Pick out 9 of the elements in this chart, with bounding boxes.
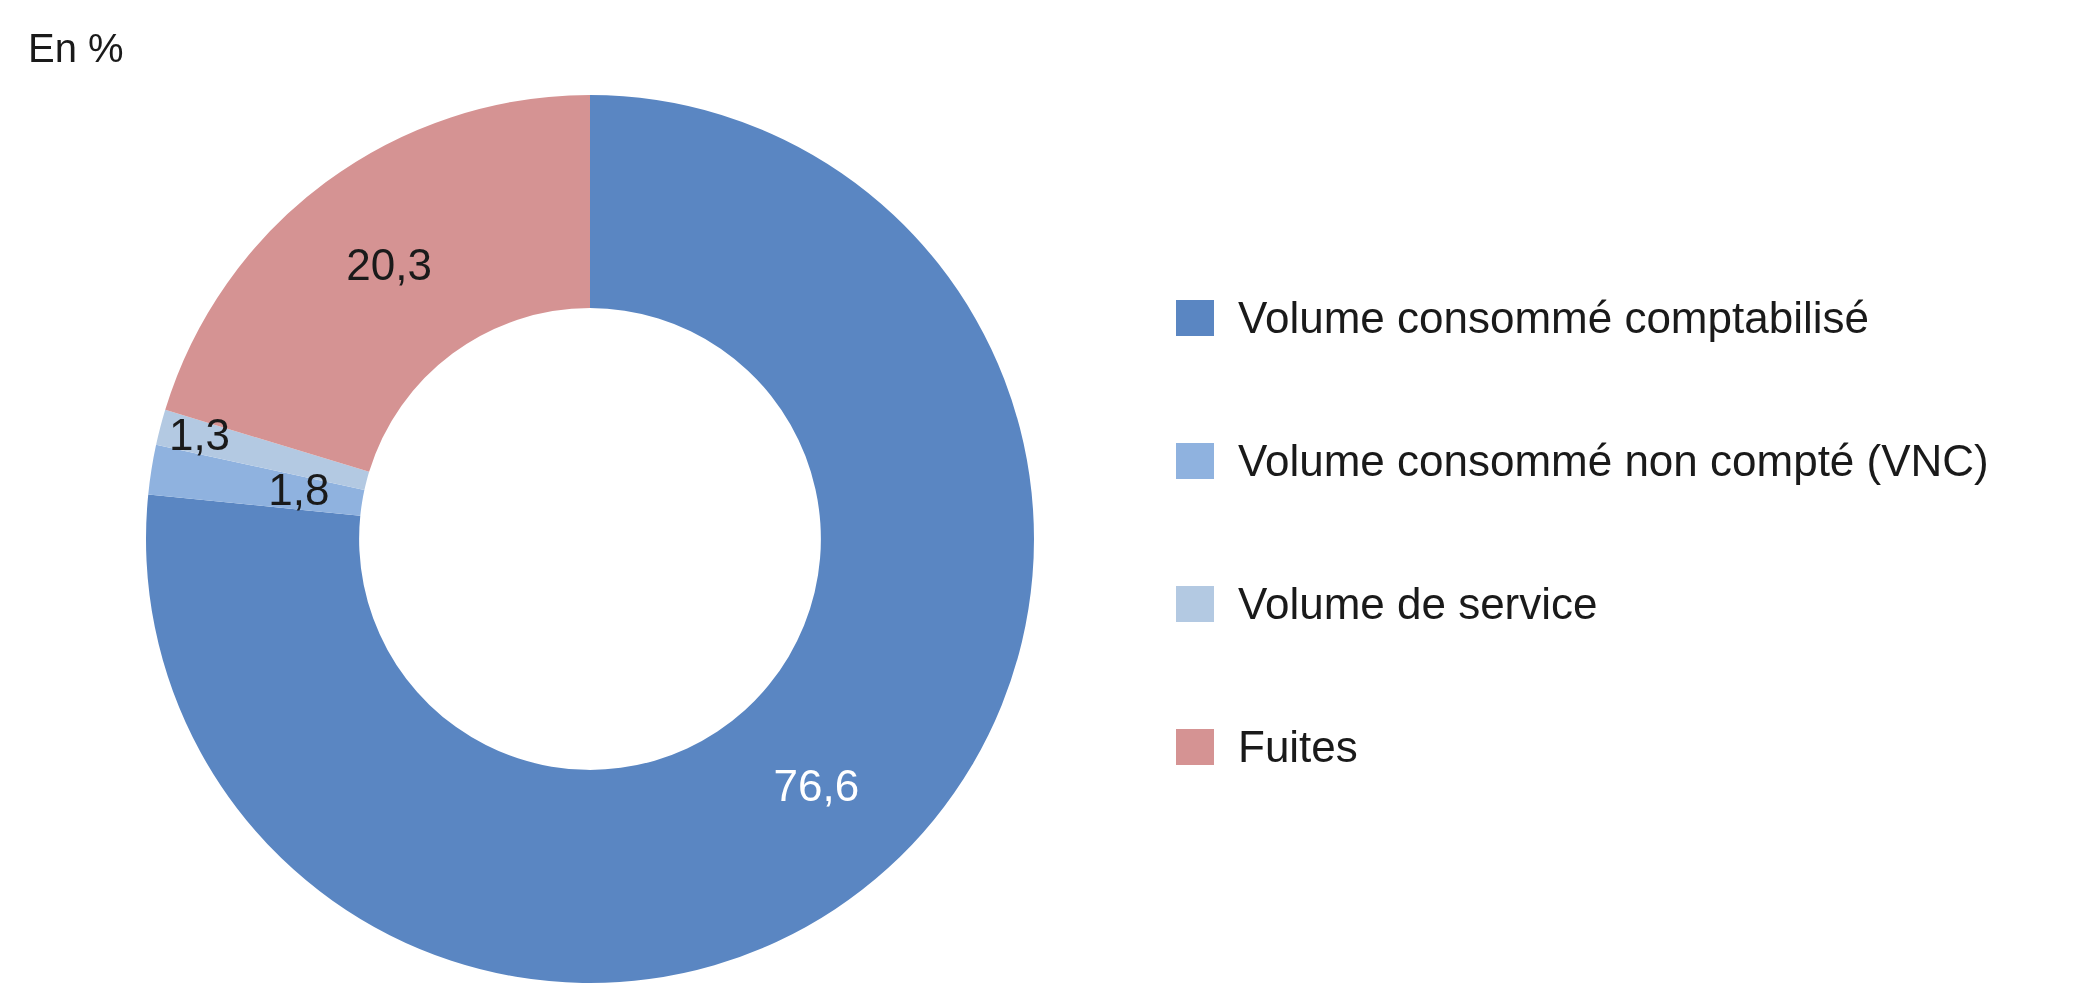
legend-label: Fuites (1238, 721, 1358, 772)
data-label: 20,3 (346, 240, 432, 290)
legend-label: Volume consommé non compté (VNC) (1238, 435, 1989, 486)
chart-title: En % (28, 25, 124, 72)
data-label: 1,3 (168, 409, 231, 459)
data-label: 76,6 (773, 761, 860, 811)
legend-label: Volume consommé comptabilisé (1238, 292, 1869, 343)
legend-label: Volume de service (1238, 578, 1598, 629)
data-label: 1,8 (268, 465, 330, 515)
